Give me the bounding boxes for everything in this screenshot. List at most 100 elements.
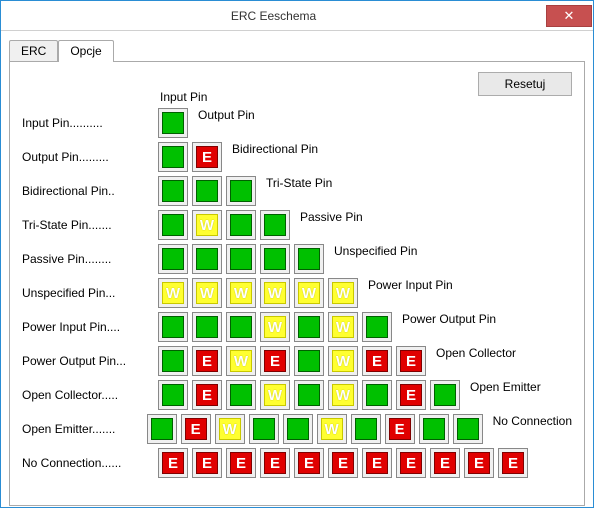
col-label: No Connection xyxy=(493,414,572,428)
tab-erc[interactable]: ERC xyxy=(9,40,58,61)
matrix-cell-ok[interactable] xyxy=(260,210,290,240)
matrix-cell-ok[interactable] xyxy=(294,312,324,342)
matrix-cell-err[interactable]: E xyxy=(192,142,222,172)
ok-icon xyxy=(162,316,184,338)
matrix-cell-ok[interactable] xyxy=(158,244,188,274)
col-label: Open Emitter xyxy=(470,380,541,394)
matrix-cell-err[interactable]: E xyxy=(362,448,392,478)
row-label: Open Collector..... xyxy=(22,388,158,402)
matrix-cell-ok[interactable] xyxy=(260,244,290,274)
matrix-cell-ok[interactable] xyxy=(226,210,256,240)
matrix-row: Bidirectional Pin..Tri-State Pin xyxy=(22,174,572,208)
matrix-cell-ok[interactable] xyxy=(226,176,256,206)
matrix-cell-ok[interactable] xyxy=(453,414,483,444)
err-icon: E xyxy=(298,452,320,474)
ok-icon xyxy=(151,418,173,440)
err-icon: E xyxy=(400,350,422,372)
matrix-cell-err[interactable]: E xyxy=(396,346,426,376)
matrix-cell-ok[interactable] xyxy=(294,380,324,410)
matrix-cell-ok[interactable] xyxy=(158,312,188,342)
col-label: Power Input Pin xyxy=(368,278,453,292)
err-icon: E xyxy=(162,452,184,474)
matrix-cell-ok[interactable] xyxy=(362,380,392,410)
ok-icon xyxy=(298,384,320,406)
matrix-cell-err[interactable]: E xyxy=(396,448,426,478)
matrix-cell-warn[interactable]: W xyxy=(328,278,358,308)
matrix-cell-warn[interactable]: W xyxy=(192,278,222,308)
matrix-cell-err[interactable]: E xyxy=(328,448,358,478)
ok-icon xyxy=(162,180,184,202)
matrix-cell-warn[interactable]: W xyxy=(260,380,290,410)
matrix-cell-err[interactable]: E xyxy=(396,380,426,410)
matrix-cell-warn[interactable]: W xyxy=(260,312,290,342)
window-title: ERC Eeschema xyxy=(1,9,546,23)
matrix-cell-ok[interactable] xyxy=(419,414,449,444)
row-cells xyxy=(158,244,328,274)
matrix-cell-err[interactable]: E xyxy=(158,448,188,478)
matrix-cell-err[interactable]: E xyxy=(260,346,290,376)
matrix-cell-ok[interactable] xyxy=(283,414,313,444)
ok-icon xyxy=(298,350,320,372)
matrix-cell-ok[interactable] xyxy=(362,312,392,342)
matrix-cell-ok[interactable] xyxy=(294,346,324,376)
matrix-cell-err[interactable]: E xyxy=(192,448,222,478)
matrix-cell-warn[interactable]: W xyxy=(260,278,290,308)
col-label: Unspecified Pin xyxy=(334,244,417,258)
matrix-cell-ok[interactable] xyxy=(158,210,188,240)
matrix-cell-ok[interactable] xyxy=(192,244,222,274)
close-button[interactable]: ✕ xyxy=(546,5,592,27)
matrix-cell-ok[interactable] xyxy=(158,176,188,206)
matrix-cell-err[interactable]: E xyxy=(192,380,222,410)
col-label: Power Output Pin xyxy=(402,312,496,326)
matrix-cell-warn[interactable]: W xyxy=(215,414,245,444)
row-cells: EWEWEE xyxy=(158,346,430,376)
matrix-cell-ok[interactable] xyxy=(192,312,222,342)
matrix-cell-warn[interactable]: W xyxy=(192,210,222,240)
matrix-cell-ok[interactable] xyxy=(351,414,381,444)
matrix-cell-err[interactable]: E xyxy=(464,448,494,478)
matrix-cell-warn[interactable]: W xyxy=(158,278,188,308)
warn-icon: W xyxy=(332,384,354,406)
matrix-cell-warn[interactable]: W xyxy=(226,346,256,376)
matrix-cell-ok[interactable] xyxy=(226,244,256,274)
matrix-cell-err[interactable]: E xyxy=(226,448,256,478)
matrix-cell-err[interactable]: E xyxy=(430,448,460,478)
ok-icon xyxy=(162,112,184,134)
ok-icon xyxy=(162,350,184,372)
matrix-cell-err[interactable]: E xyxy=(181,414,211,444)
reset-button[interactable]: Resetuj xyxy=(478,72,572,96)
matrix-cell-ok[interactable] xyxy=(158,380,188,410)
matrix-cell-warn[interactable]: W xyxy=(317,414,347,444)
matrix-cell-warn[interactable]: W xyxy=(328,312,358,342)
warn-icon: W xyxy=(321,418,343,440)
matrix-cell-err[interactable]: E xyxy=(385,414,415,444)
ok-icon xyxy=(196,248,218,270)
matrix-cell-warn[interactable]: W xyxy=(294,278,324,308)
matrix-cell-ok[interactable] xyxy=(147,414,177,444)
matrix-cell-ok[interactable] xyxy=(158,142,188,172)
matrix-cell-err[interactable]: E xyxy=(192,346,222,376)
matrix-cell-ok[interactable] xyxy=(430,380,460,410)
matrix-cell-ok[interactable] xyxy=(226,312,256,342)
ok-icon xyxy=(230,214,252,236)
matrix-cell-warn[interactable]: W xyxy=(328,346,358,376)
matrix-cell-ok[interactable] xyxy=(158,108,188,138)
ok-icon xyxy=(434,384,456,406)
ok-icon xyxy=(366,316,388,338)
matrix-cell-ok[interactable] xyxy=(226,380,256,410)
tab-opcje[interactable]: Opcje xyxy=(58,40,113,62)
matrix-cell-ok[interactable] xyxy=(249,414,279,444)
matrix-cell-ok[interactable] xyxy=(158,346,188,376)
err-icon: E xyxy=(468,452,490,474)
matrix-cell-warn[interactable]: W xyxy=(226,278,256,308)
ok-icon xyxy=(264,214,286,236)
matrix-cell-err[interactable]: E xyxy=(498,448,528,478)
matrix-cell-ok[interactable] xyxy=(192,176,222,206)
matrix-cell-err[interactable]: E xyxy=(362,346,392,376)
matrix-cell-err[interactable]: E xyxy=(260,448,290,478)
matrix-cell-ok[interactable] xyxy=(294,244,324,274)
matrix-row: Input Pin..........Output Pin xyxy=(22,106,572,140)
row-label: Output Pin......... xyxy=(22,150,158,164)
matrix-cell-warn[interactable]: W xyxy=(328,380,358,410)
matrix-cell-err[interactable]: E xyxy=(294,448,324,478)
